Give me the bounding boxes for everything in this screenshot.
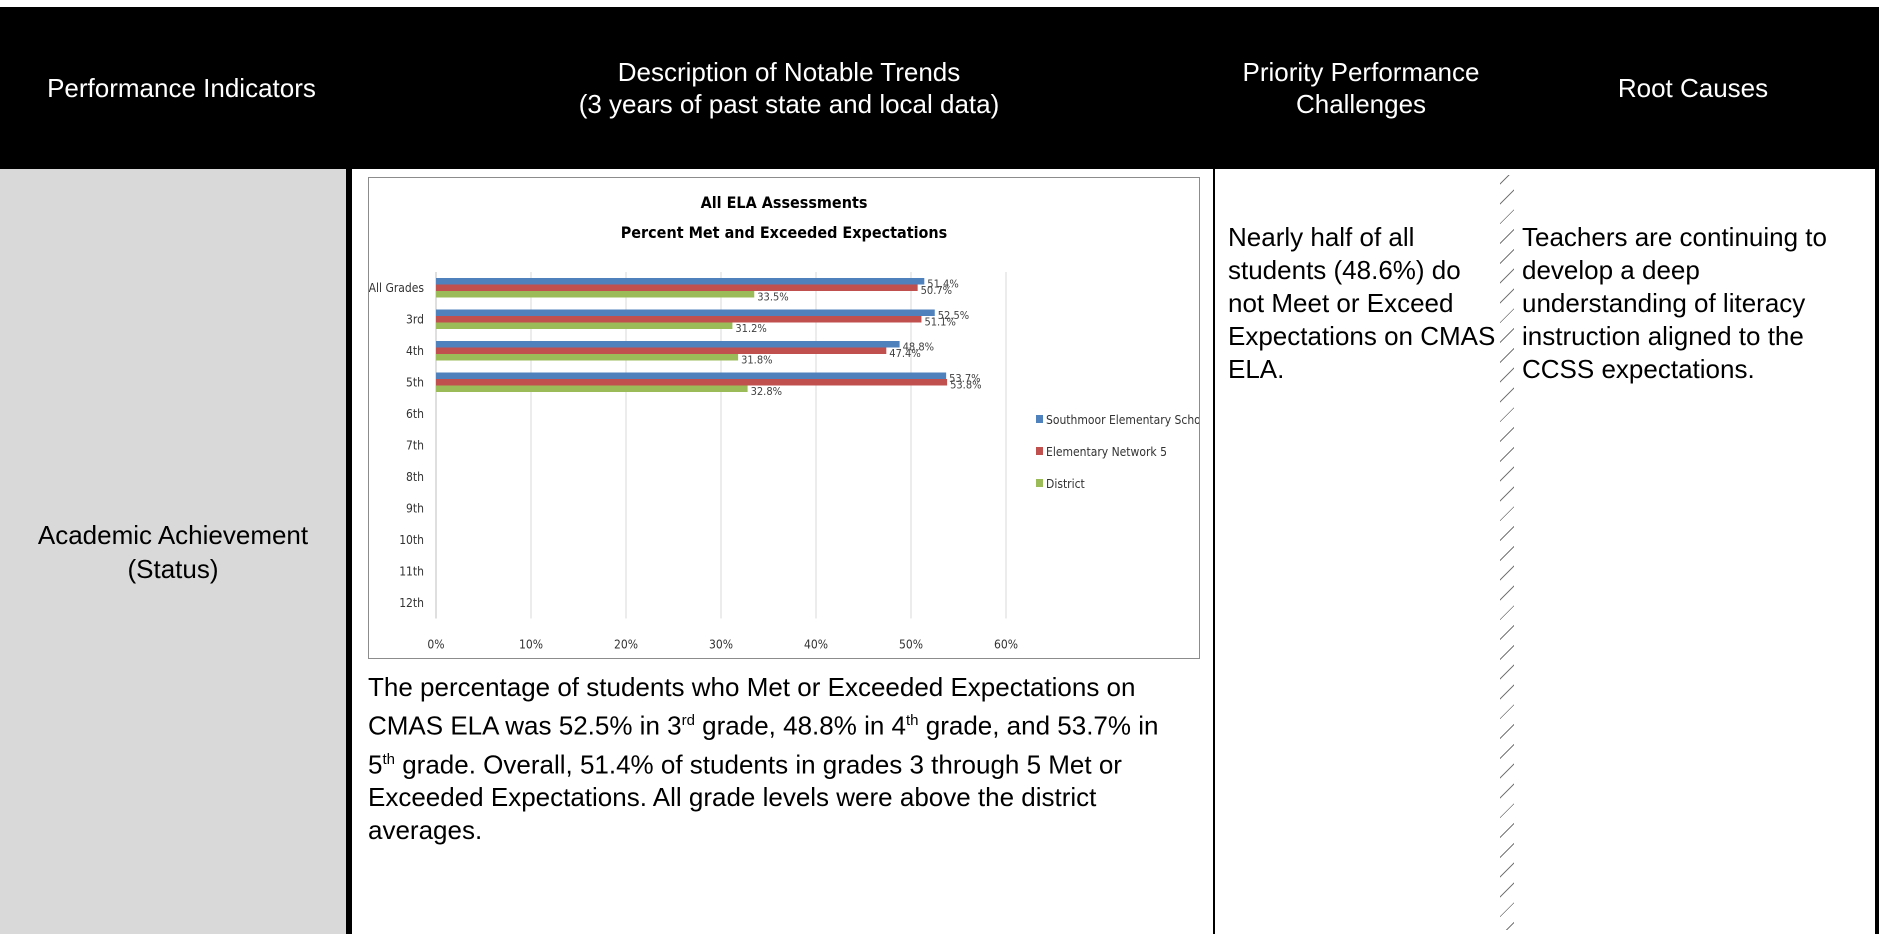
legend-label: Elementary Network 5 (1046, 445, 1167, 459)
bar (436, 316, 922, 323)
data-label: 50.7% (921, 284, 952, 297)
hatched-divider (1500, 175, 1514, 930)
legend-swatch (1036, 447, 1043, 455)
chart-title: All ELA Assessments (701, 193, 868, 212)
data-label: 47.4% (889, 347, 920, 360)
bar (436, 347, 887, 354)
root-cause-text: Teachers are continuing to develop a dee… (1522, 222, 1827, 384)
y-category-label: 12th (399, 596, 424, 610)
data-label: 51.1% (924, 316, 955, 329)
chart-svg: All ELA Assessments Percent Met and Excee… (369, 193, 1199, 652)
legend-label: District (1046, 477, 1085, 491)
data-label: 51.4% (927, 278, 958, 291)
data-label: 31.8% (741, 354, 772, 367)
column-divider (346, 169, 352, 934)
bar (436, 354, 739, 361)
legend-swatch (1036, 479, 1043, 487)
y-category-label: 6th (406, 407, 424, 421)
bar (436, 385, 748, 392)
y-category-label: 10th (399, 533, 424, 547)
chart-subtitle: Percent Met and Exceeded Expectations (621, 223, 948, 242)
indicator-cell: Academic Achievement (Status) (0, 169, 346, 934)
header-notable-trends: Description of Notable Trends (3 years o… (578, 57, 1000, 119)
bar (436, 278, 925, 285)
data-label: 53.7% (949, 372, 980, 385)
legend-label: Southmoor Elementary School (1046, 413, 1199, 427)
data-label: 52.5% (938, 309, 969, 322)
header-root-causes: Root Causes (1617, 73, 1769, 103)
priority-challenge-text: Nearly half of all students (48.6%) do n… (1228, 222, 1496, 384)
bar (436, 309, 935, 316)
y-category-label: 8th (406, 470, 424, 484)
header-priority-challenges: Priority Performance Challenges (1242, 57, 1480, 119)
data-label: 33.5% (757, 291, 788, 304)
x-tick-label: 20% (614, 638, 638, 652)
y-category-label: 7th (406, 438, 424, 452)
y-category-label: All Grades (369, 281, 424, 295)
x-tick-label: 60% (994, 638, 1018, 652)
x-tick-label: 0% (427, 638, 444, 652)
data-label: 53.8% (950, 379, 981, 392)
y-category-label: 9th (406, 501, 424, 515)
table-row: Academic Achievement (Status) All ELA As… (0, 169, 1879, 934)
bar (436, 341, 900, 348)
legend-swatch (1036, 415, 1043, 423)
y-category-label: 3rd (406, 312, 424, 326)
x-tick-label: 40% (804, 638, 828, 652)
bar (436, 379, 948, 386)
bar (436, 291, 755, 298)
x-tick-label: 50% (899, 638, 923, 652)
bar (436, 322, 733, 329)
column-divider (1213, 169, 1215, 934)
header-performance-indicators: Performance Indicators (47, 73, 316, 103)
data-label: 48.8% (903, 341, 934, 354)
y-category-label: 5th (406, 375, 424, 389)
top-margin (0, 0, 1879, 7)
table-header: Performance Indicators Description of No… (0, 7, 1879, 169)
bar (436, 284, 918, 291)
bar (436, 372, 947, 379)
y-category-label: 4th (406, 344, 424, 358)
trend-description: The percentage of students who Met or Ex… (368, 672, 1159, 846)
data-label: 32.8% (751, 385, 782, 398)
data-label: 31.2% (735, 322, 766, 335)
x-tick-label: 10% (519, 638, 543, 652)
x-tick-label: 30% (709, 638, 733, 652)
column-divider (1875, 169, 1879, 934)
y-category-label: 11th (399, 564, 424, 578)
ela-chart: All ELA Assessments Percent Met and Excee… (368, 177, 1200, 659)
